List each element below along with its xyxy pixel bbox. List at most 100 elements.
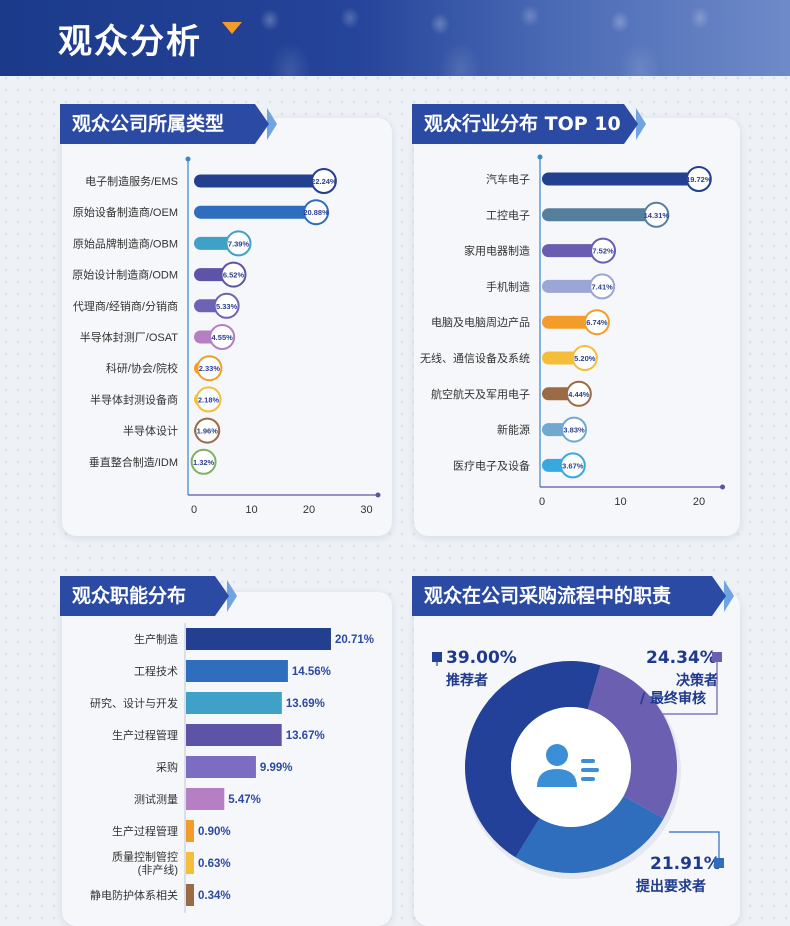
category-label: 新能源 xyxy=(497,423,530,437)
bar xyxy=(542,279,601,293)
category-label: 采购 xyxy=(156,760,178,774)
decider-pct: 24.34% xyxy=(646,648,717,668)
value-label: 13.67% xyxy=(286,730,325,742)
company-type-title: 观众公司所属类型 xyxy=(60,104,277,144)
category-label: 电脑及电脑周边产品 xyxy=(431,315,530,329)
category-label: 电子制造服务/EMS xyxy=(85,174,178,188)
decider-swatch xyxy=(712,652,722,662)
person-card-icon xyxy=(537,744,599,787)
value-label: 6.52% xyxy=(223,271,245,280)
value-label: 13.69% xyxy=(286,698,325,710)
category-label: 测试测量 xyxy=(134,793,178,806)
value-label: 5.47% xyxy=(228,794,261,806)
value-label: 0.34% xyxy=(198,890,231,902)
value-label: 2.33% xyxy=(199,364,221,373)
bar xyxy=(186,756,256,778)
value-badge xyxy=(190,448,217,475)
category-label: 原始设计制造商/ODM xyxy=(72,268,178,282)
company-type-card: 0 10 20 30 电子制造服务/EMS 22.24% 原始设备制造商/OEM 20.88%… xyxy=(62,118,392,536)
value-badge xyxy=(561,416,588,443)
bar xyxy=(542,244,602,258)
category-label: 质量控制管控 xyxy=(112,850,178,864)
industry-title: 观众行业分布 TOP 10 xyxy=(412,104,646,144)
category-label: 垂直整合制造/IDM xyxy=(89,455,178,469)
bar xyxy=(542,208,655,222)
donut-slice xyxy=(587,665,677,819)
category-label: 手机制造 xyxy=(486,279,530,293)
value-label: 22.24% xyxy=(311,177,337,186)
header-photo-background xyxy=(230,0,790,76)
value-label: 7.52% xyxy=(592,247,614,256)
value-badge xyxy=(590,237,617,264)
recommender-label: 推荐者 xyxy=(446,673,488,689)
value-label: 1.96% xyxy=(197,427,219,436)
page-title: 观众分析 xyxy=(58,22,202,62)
value-badge xyxy=(213,292,240,319)
value-badge xyxy=(685,166,712,192)
recommender-pct: 39.00% xyxy=(446,648,517,668)
value-badge xyxy=(220,261,247,288)
category-label: 研究、设计与开发 xyxy=(90,696,178,710)
x-tick-label: 0 xyxy=(191,504,197,516)
bar xyxy=(186,884,194,906)
value-label: 19.72% xyxy=(686,175,712,184)
bar xyxy=(186,660,288,682)
value-label: 9.99% xyxy=(260,762,293,774)
function-chart: 生产制造 20.71% 工程技术 14.56% 研究、设计与开发 13.69% 生产过程管理… xyxy=(90,623,374,913)
recommender-swatch xyxy=(432,652,442,662)
value-label: 1.32% xyxy=(193,458,215,467)
purchase-role-title: 观众在公司采购流程中的职责 xyxy=(412,576,734,616)
x-axis-dot xyxy=(720,484,726,490)
decider-leader xyxy=(654,662,718,715)
bar xyxy=(194,236,237,250)
value-badge xyxy=(565,380,592,407)
x-tick-label: 20 xyxy=(303,504,315,516)
category-label: 航空航天及军用电子 xyxy=(431,387,530,401)
category-label: 静电防护体系相关 xyxy=(90,888,178,902)
bar xyxy=(542,172,697,186)
value-label: 4.55% xyxy=(212,333,234,342)
value-label: 3.83% xyxy=(563,426,585,435)
bar xyxy=(186,788,225,810)
bar xyxy=(542,315,595,329)
value-badge xyxy=(559,452,586,479)
x-tick-label: 10 xyxy=(614,496,626,508)
bar xyxy=(186,628,331,650)
donut-center xyxy=(511,707,631,827)
category-label: 无线、通信设备及系统 xyxy=(420,351,530,365)
category-label: 科研/协会/院校 xyxy=(106,361,178,375)
value-badge xyxy=(303,199,330,226)
value-label: 20.88% xyxy=(303,208,329,217)
purchase-role-card: 39.00% 推荐者 24.34% 决策者 / 最终审核 21.91% 提出要求… xyxy=(414,592,740,926)
bar xyxy=(186,852,194,874)
bar xyxy=(194,174,322,188)
value-label: 5.20% xyxy=(574,354,596,363)
value-badge xyxy=(196,355,223,382)
value-label: 0.90% xyxy=(198,826,231,838)
requester-swatch xyxy=(714,858,724,868)
person-body xyxy=(537,769,577,787)
category-label: 半导体设计 xyxy=(123,424,178,438)
decider-label-sub: / 最终审核 xyxy=(640,691,706,707)
value-label: 3.67% xyxy=(562,461,584,470)
bar xyxy=(186,692,282,714)
value-badge xyxy=(195,386,222,413)
value-badge xyxy=(194,417,221,444)
requester-label: 提出要求者 xyxy=(636,879,706,895)
bar xyxy=(186,724,282,746)
bar xyxy=(194,205,315,219)
y-axis-dot xyxy=(537,154,543,160)
requester-leader xyxy=(669,831,720,868)
value-badge xyxy=(225,230,252,257)
donut-slice xyxy=(515,796,664,873)
category-label: 生产过程管理 xyxy=(112,824,178,838)
category-label: 生产制造 xyxy=(134,632,178,646)
category-label: 工控电子 xyxy=(486,208,530,222)
category-label: 工程技术 xyxy=(134,665,178,678)
category-label: 半导体封测设备商 xyxy=(90,392,178,406)
value-badge xyxy=(571,345,598,371)
category-label: (非产线) xyxy=(138,863,178,877)
decider-label: 决策者 xyxy=(676,673,718,689)
x-tick-label: 30 xyxy=(360,504,372,516)
category-label: 代理商/经销商/分销商 xyxy=(73,299,178,313)
